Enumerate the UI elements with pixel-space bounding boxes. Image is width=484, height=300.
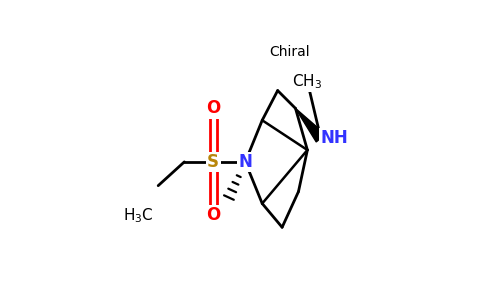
Text: O: O: [206, 99, 220, 117]
Text: H$_3$C: H$_3$C: [122, 206, 153, 225]
Polygon shape: [296, 108, 325, 142]
Text: S: S: [207, 153, 219, 171]
Text: N: N: [238, 153, 252, 171]
Text: CH$_3$: CH$_3$: [292, 72, 322, 91]
Text: Chiral: Chiral: [269, 45, 310, 59]
Text: O: O: [206, 206, 220, 224]
Text: NH: NH: [321, 129, 348, 147]
